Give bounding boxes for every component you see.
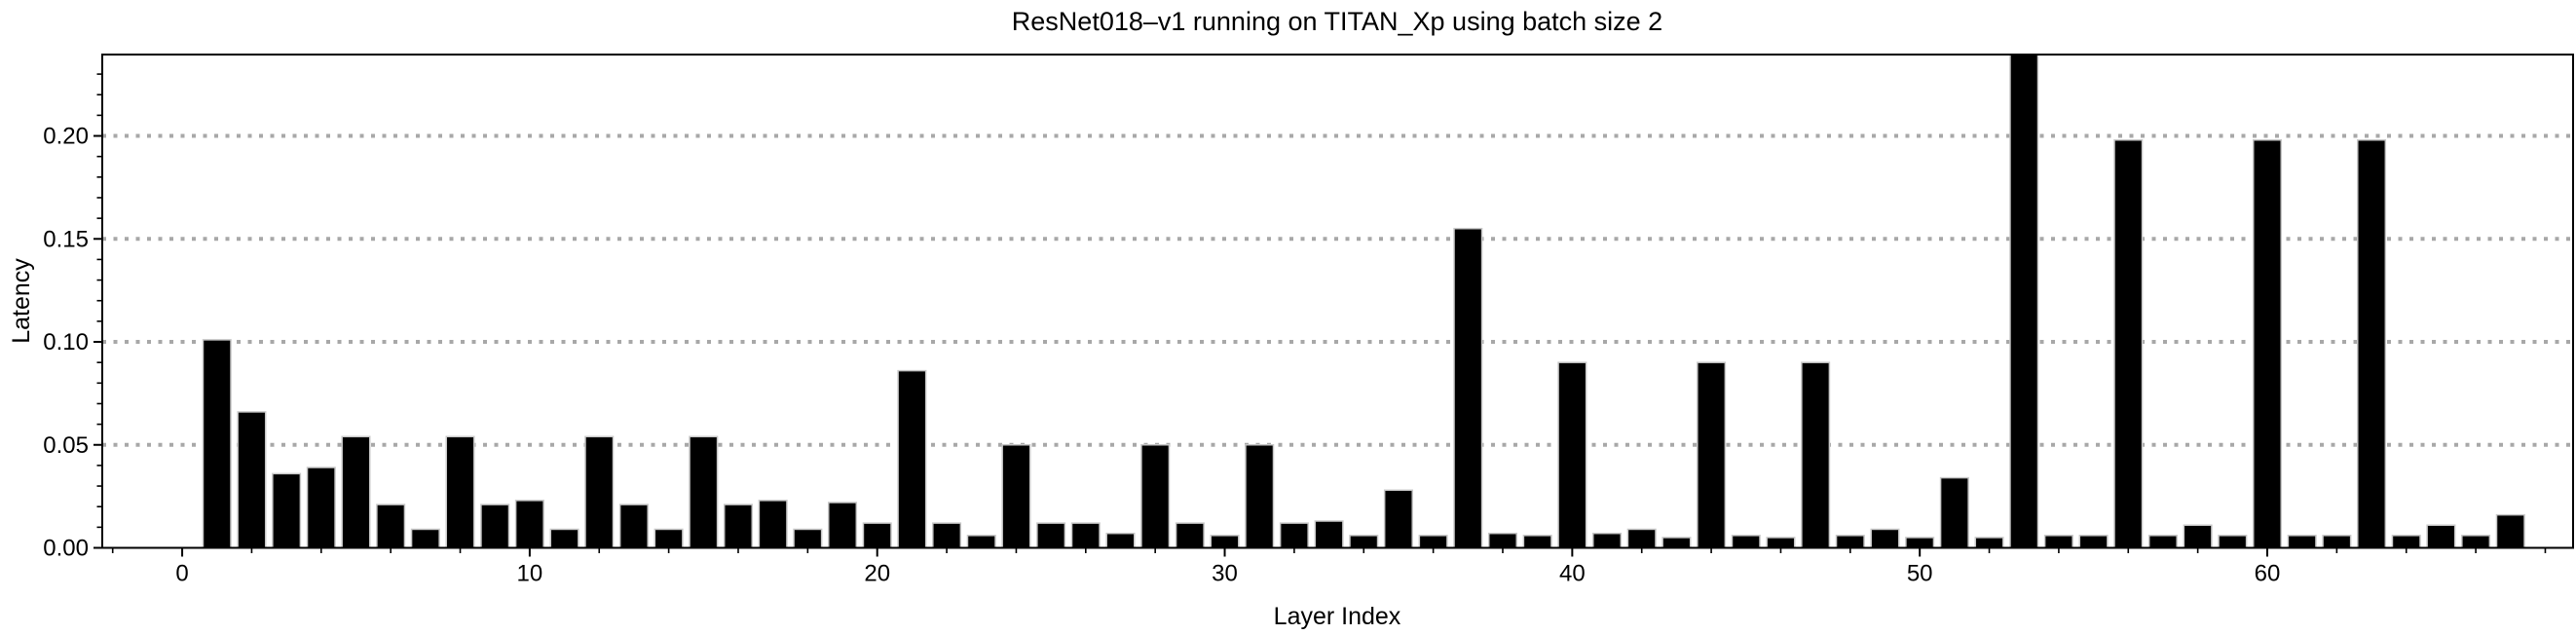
bar-layer-50 <box>1905 537 1935 549</box>
tick-labels: 0 10 20 30 40 50 60 0.00 0.05 0.10 0.15 0.20 <box>43 124 2280 587</box>
bar-layer-63 <box>2357 139 2387 549</box>
bar-layer-23 <box>966 535 996 549</box>
y-tick-label: 0.10 <box>43 329 89 355</box>
bar-layer-20 <box>862 522 892 549</box>
bar-layer-38 <box>1487 532 1518 549</box>
x-tick-label: 60 <box>2255 561 2281 587</box>
bar-layer-16 <box>723 504 754 549</box>
bar-layer-55 <box>2078 535 2109 549</box>
bar-layer-60 <box>2252 139 2283 549</box>
bar-layer-30 <box>1210 535 1240 549</box>
bar-layer-22 <box>932 522 962 549</box>
bar-layer-13 <box>618 504 649 549</box>
bar-layer-42 <box>1626 528 1657 549</box>
y-tick-label: 0.00 <box>43 536 89 562</box>
x-tick-label: 30 <box>1212 561 1238 587</box>
bar-layer-43 <box>1661 537 1692 549</box>
bar-layer-12 <box>584 435 615 549</box>
x-tick-label: 50 <box>1907 561 1933 587</box>
x-tick-label: 20 <box>864 561 890 587</box>
bar-layer-61 <box>2287 535 2317 549</box>
bar-layer-19 <box>828 502 858 549</box>
bar-layer-62 <box>2322 535 2352 549</box>
y-tick-label: 0.05 <box>43 432 89 459</box>
bar-layer-34 <box>1349 535 1379 549</box>
bar-layer-14 <box>653 528 684 549</box>
bar-layer-66 <box>2461 535 2491 549</box>
bar-layer-47 <box>1801 361 1831 549</box>
bar-layer-65 <box>2426 524 2456 549</box>
y-tick-label: 0.20 <box>43 124 89 150</box>
bar-layer-33 <box>1314 520 1344 549</box>
bar-layer-8 <box>445 435 475 549</box>
bar-layer-46 <box>1766 537 1796 549</box>
bar-layer-48 <box>1835 535 1865 549</box>
bar-layer-64 <box>2391 535 2421 549</box>
bar-layer-56 <box>2113 139 2144 549</box>
bar-layer-10 <box>514 500 544 549</box>
bar-layer-44 <box>1697 361 1727 549</box>
bar-layer-57 <box>2147 535 2178 549</box>
bar-layer-52 <box>1974 537 2004 549</box>
bar-layer-37 <box>1453 227 1483 549</box>
gridlines <box>102 133 2573 447</box>
bar-layer-25 <box>1036 522 1066 549</box>
bar-layer-58 <box>2183 524 2213 549</box>
bar-layer-4 <box>306 467 336 549</box>
bar-layer-18 <box>793 528 823 549</box>
bar-layer-17 <box>758 500 788 549</box>
bar-layer-31 <box>1245 444 1275 549</box>
bar-layer-6 <box>376 504 406 549</box>
bar-layer-49 <box>1870 528 1900 549</box>
bar-layer-21 <box>897 369 927 549</box>
bar-layer-35 <box>1383 489 1413 549</box>
bar-layer-15 <box>689 435 719 549</box>
bar-layer-45 <box>1731 535 1761 549</box>
bar-layer-40 <box>1557 361 1587 549</box>
x-tick-label: 10 <box>517 561 543 587</box>
bar-layer-3 <box>272 472 302 549</box>
x-tick-label: 0 <box>175 561 188 587</box>
bar-layer-53 <box>2009 54 2039 549</box>
bar-layer-54 <box>2043 535 2073 549</box>
bar-layer-11 <box>549 528 579 549</box>
bar-layer-29 <box>1175 522 1205 549</box>
bar-layer-28 <box>1140 444 1171 549</box>
bar-layer-39 <box>1522 535 1552 549</box>
bar-layer-24 <box>1001 444 1031 549</box>
bar-layer-2 <box>237 411 267 549</box>
bar-layer-36 <box>1418 535 1448 549</box>
bar-layer-9 <box>480 504 510 549</box>
bar-layer-26 <box>1070 522 1101 549</box>
x-tick-label: 40 <box>1559 561 1586 587</box>
y-tick-label: 0.15 <box>43 226 89 252</box>
chart-title: ResNet018–v1 running on TITAN_Xp using b… <box>1012 7 1662 36</box>
bar-layer-67 <box>2495 513 2525 549</box>
axes <box>93 54 2574 557</box>
bar-layer-32 <box>1279 522 1309 549</box>
bar-layer-51 <box>1939 476 1969 549</box>
bars <box>202 54 2525 549</box>
bar-layer-1 <box>202 339 232 549</box>
y-axis-label: Latency <box>8 258 35 344</box>
bar-layer-59 <box>2218 535 2248 549</box>
bar-layer-27 <box>1105 532 1136 549</box>
x-axis-label: Layer Index <box>1274 603 1401 630</box>
bar-layer-7 <box>410 528 440 549</box>
bar-layer-5 <box>341 435 371 549</box>
bar-layer-41 <box>1592 532 1623 549</box>
